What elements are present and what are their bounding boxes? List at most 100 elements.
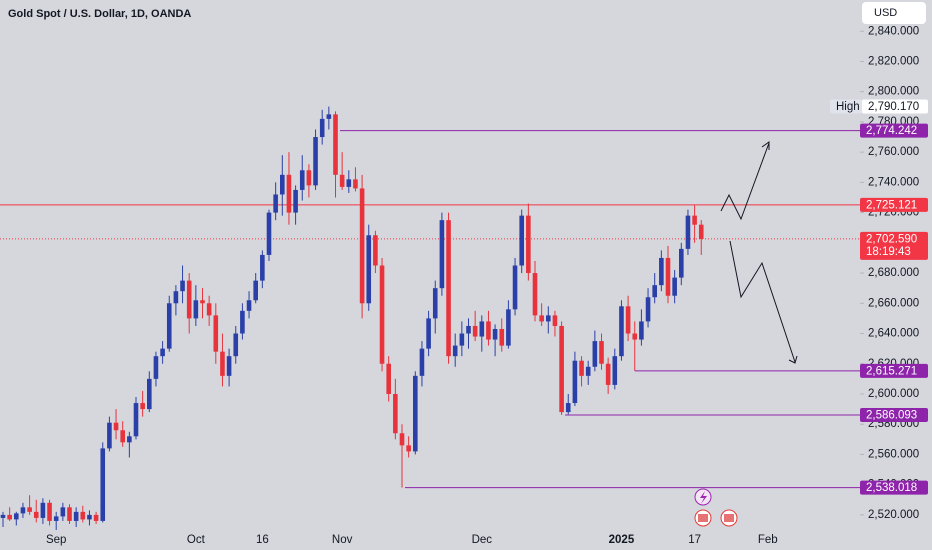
candle-body xyxy=(127,436,132,443)
candle-body xyxy=(326,114,332,119)
y-tick-label: 2,740.000 xyxy=(868,176,919,188)
candle-body xyxy=(466,325,471,334)
x-tick-label: 17 xyxy=(688,534,701,546)
candle-body xyxy=(692,215,697,225)
candle-body xyxy=(107,422,112,449)
candle-body xyxy=(639,321,644,340)
candle-body xyxy=(698,224,704,239)
y-tick-label: 2,760.000 xyxy=(868,146,919,158)
icon-bolt xyxy=(700,491,707,504)
candle-body xyxy=(60,507,66,517)
x-tick-label: 2025 xyxy=(609,534,635,546)
candle-body xyxy=(592,341,598,367)
candle-body xyxy=(346,179,352,187)
candle-body xyxy=(87,514,92,520)
currency-button[interactable] xyxy=(862,2,926,24)
price-labels: 2,774.242 2,725.121 2,615.271 2,586.093 2,53… xyxy=(830,99,928,495)
candle-body xyxy=(632,333,638,340)
level-label-box xyxy=(860,123,928,138)
candle-body xyxy=(432,288,438,319)
candle-body xyxy=(426,318,431,349)
candle-body xyxy=(67,507,72,521)
y-axis: 2,520.0002,540.0002,560.0002,580.0002,60… xyxy=(868,25,919,521)
projection-arrows xyxy=(720,141,798,364)
candle-body xyxy=(492,328,498,340)
level-label-box xyxy=(860,480,928,495)
candle-body xyxy=(419,348,425,376)
candle-body xyxy=(306,170,312,186)
candle-body xyxy=(246,300,252,311)
y-tick-label: 2,560.000 xyxy=(868,448,919,460)
candle-body xyxy=(186,280,192,319)
x-tick-label: Sep xyxy=(46,534,66,546)
candle-body xyxy=(133,403,139,437)
candle-body xyxy=(512,265,518,310)
candle-body xyxy=(406,445,411,452)
candle-body xyxy=(80,511,86,520)
candle-body xyxy=(459,333,465,346)
candle-body xyxy=(33,511,39,518)
last-price-box xyxy=(860,231,928,260)
chart-title: Gold Spot / U.S. Dollar, 1D, OANDA xyxy=(8,8,191,20)
candle-body xyxy=(486,321,491,340)
candle-body xyxy=(299,170,305,190)
currency-label[interactable]: USD xyxy=(874,7,897,19)
candle-body xyxy=(652,285,657,298)
candle-body xyxy=(7,514,12,520)
candle-body xyxy=(0,514,6,518)
x-tick-label: Feb xyxy=(758,534,778,546)
candle-body xyxy=(532,273,538,316)
high-value-box xyxy=(862,99,928,114)
candle-body xyxy=(559,325,564,413)
candle-body xyxy=(665,257,671,296)
candle-body xyxy=(240,310,245,334)
icon-flag-body xyxy=(698,514,708,522)
candle-body xyxy=(113,422,119,431)
y-tick-label: 2,600.000 xyxy=(868,388,919,400)
high-name: High xyxy=(836,101,860,113)
candle-body xyxy=(585,366,591,376)
candle-body xyxy=(260,254,265,281)
level-label: 2,586.093 xyxy=(866,410,917,422)
candle-body xyxy=(233,333,239,357)
candle-body xyxy=(359,188,365,304)
y-tick-label: 2,660.000 xyxy=(868,297,919,309)
candle-body xyxy=(619,306,624,357)
level-label: 2,774.242 xyxy=(866,125,917,137)
y-tick-label: 2,840.000 xyxy=(868,25,919,37)
candle-body xyxy=(413,375,418,452)
x-tick-label: Nov xyxy=(332,534,353,546)
grid xyxy=(860,30,864,516)
y-tick-label: 2,680.000 xyxy=(868,267,919,279)
candle-body xyxy=(353,179,358,189)
level-label: 2,615.271 xyxy=(866,365,917,377)
candle-body xyxy=(393,393,398,434)
candle-body xyxy=(659,257,664,286)
candle-body xyxy=(672,277,677,296)
candle-body xyxy=(472,325,478,337)
candle-body xyxy=(605,363,611,385)
level-label: 2,538.018 xyxy=(866,482,917,494)
candle-body xyxy=(439,220,445,289)
candle-body xyxy=(120,430,125,443)
levels xyxy=(0,130,860,489)
candle-body xyxy=(373,235,378,266)
candle-body xyxy=(565,403,571,413)
level-label-box xyxy=(860,363,928,378)
candle-body xyxy=(645,297,651,322)
candle-body xyxy=(452,345,458,357)
candle-body xyxy=(147,378,152,410)
candle-body xyxy=(333,114,338,175)
y-tick-label: 2,800.000 xyxy=(868,86,919,98)
candle-body xyxy=(140,403,145,410)
candle-body xyxy=(286,174,292,213)
candle-body xyxy=(479,321,485,337)
candle-body xyxy=(93,514,99,521)
last-price-countdown: 18:19:43 xyxy=(866,246,911,258)
candle-body xyxy=(160,348,165,357)
arrow-down-path xyxy=(729,240,796,363)
icon-flag-body xyxy=(724,514,734,522)
candle-body xyxy=(20,507,26,514)
